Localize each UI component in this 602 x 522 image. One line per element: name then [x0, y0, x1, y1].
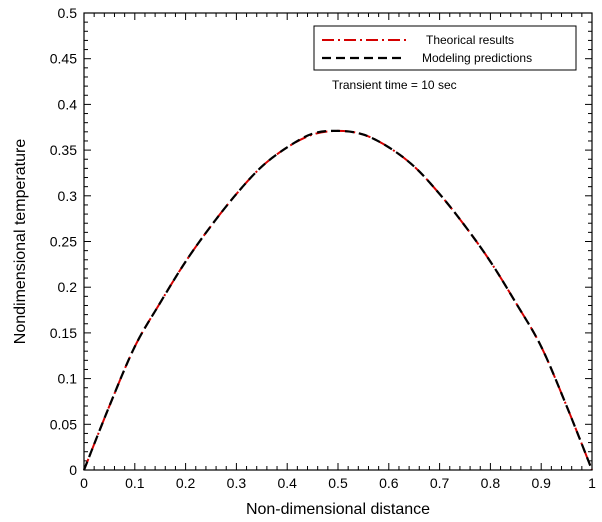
legend-label-modeling: Modeling predictions — [422, 51, 532, 65]
legend-box — [313, 25, 577, 71]
x-tick-label: 0.9 — [531, 475, 551, 491]
x-tick-label: 0.2 — [176, 475, 196, 491]
y-axis-label: Nondimensional temperature — [12, 139, 29, 345]
x-axis-label: Non-dimensional distance — [246, 501, 430, 518]
y-tick-label: 0.1 — [58, 371, 78, 387]
legend-label-theorical: Theorical results — [426, 33, 514, 47]
y-tick-label: 0 — [69, 462, 77, 478]
y-tick-label: 0.3 — [58, 188, 78, 204]
x-tick-label: 0.1 — [125, 475, 145, 491]
y-tick-label: 0.4 — [58, 96, 78, 112]
y-tick-label: 0.15 — [50, 325, 77, 341]
y-tick-label: 0.2 — [58, 279, 78, 295]
plot-frame — [83, 12, 593, 471]
x-tick-label: 1 — [588, 475, 596, 491]
y-tick-label: 0.5 — [58, 5, 78, 21]
y-tick-label: 0.45 — [50, 51, 77, 67]
series-layer — [82, 129, 594, 471]
series-line-theorical — [83, 129, 593, 471]
legend: Theorical results Modeling predictions — [313, 25, 577, 71]
y-tick-label: 0.35 — [50, 142, 77, 158]
x-tick-label: 0.7 — [430, 475, 450, 491]
x-tick-label: 0.8 — [481, 475, 501, 491]
x-tick-label: 0.3 — [227, 475, 247, 491]
transient-time-annotation: Transient time = 10 sec — [332, 78, 457, 92]
x-tick-label: 0.5 — [328, 475, 348, 491]
y-tick-label: 0.05 — [50, 416, 77, 432]
x-tick-label: 0.4 — [277, 475, 297, 491]
x-tick-label: 0 — [80, 475, 88, 491]
ticks-layer: 0 0.1 0.2 0.3 0.4 0.5 0.6 0.7 0.8 0.9 1 0 0.05 0.1 0.1… — [50, 5, 596, 491]
series-line-modeling — [82, 129, 594, 471]
x-tick-label: 0.6 — [379, 475, 399, 491]
y-tick-label: 0.25 — [50, 234, 77, 250]
